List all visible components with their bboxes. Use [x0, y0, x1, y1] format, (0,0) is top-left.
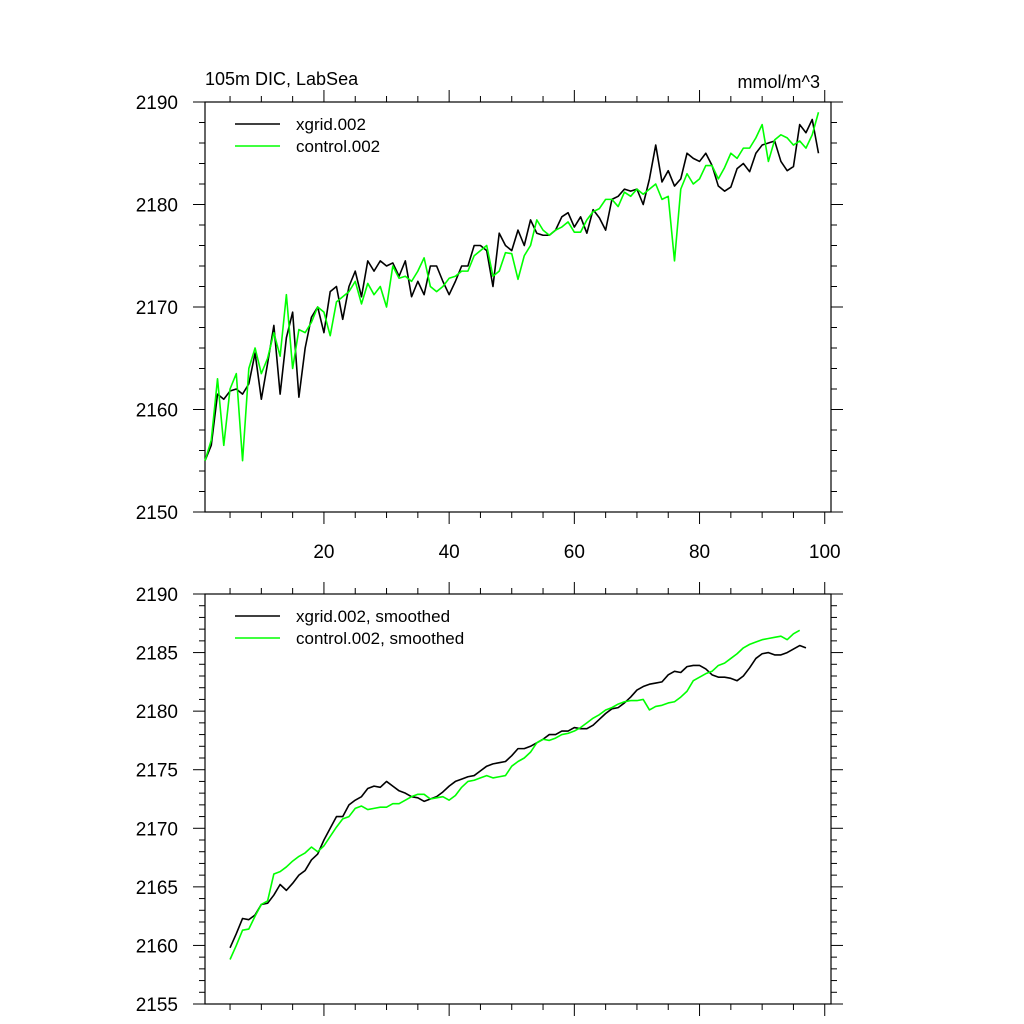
y-tick-label: 2190: [136, 585, 178, 606]
series-line-control: [204, 112, 820, 462]
chart-title: 105m DIC, LabSea: [205, 69, 359, 89]
series-line-xgrid: [229, 644, 807, 949]
chart-units: mmol/m^3: [738, 72, 820, 92]
chart-panel-top: 2150 2160 2170 2180 2190 20 40 60 80 100 105m DIC,…: [136, 69, 843, 563]
legend-label: xgrid.002: [296, 115, 366, 134]
y-tick-label: 2180: [136, 196, 178, 217]
plot-frame: [204, 101, 832, 513]
y-tick-label: 2170: [136, 298, 178, 319]
legend-label: xgrid.002, smoothed: [296, 607, 450, 626]
y-tick-label: 2190: [136, 93, 178, 114]
x-tick-label: 40: [439, 542, 460, 563]
legend-label: control.002, smoothed: [296, 629, 464, 648]
y-tick-label: 2155: [136, 995, 178, 1016]
x-tick-label: 80: [689, 542, 710, 563]
x-tick-label: 100: [809, 542, 841, 563]
x-tick-label: 60: [564, 542, 585, 563]
y-tick-label: 2185: [136, 644, 178, 665]
plot-frame: [204, 593, 832, 1005]
y-tick-label: 2150: [136, 503, 178, 524]
x-tick-label: 20: [313, 542, 334, 563]
y-tick-label: 2160: [136, 401, 178, 422]
chart-panel-bottom: 2155 2160 2165 2170 2175 2180 2185 2190 xgrid.00…: [136, 582, 843, 1016]
y-tick-label: 2175: [136, 761, 178, 782]
y-tick-label: 2180: [136, 702, 178, 723]
y-tick-label: 2170: [136, 819, 178, 840]
series-line-control: [229, 629, 801, 960]
y-tick-label: 2165: [136, 878, 178, 899]
series-line-xgrid: [204, 118, 820, 462]
y-tick-label: 2160: [136, 936, 178, 957]
legend-label: control.002: [296, 137, 380, 156]
